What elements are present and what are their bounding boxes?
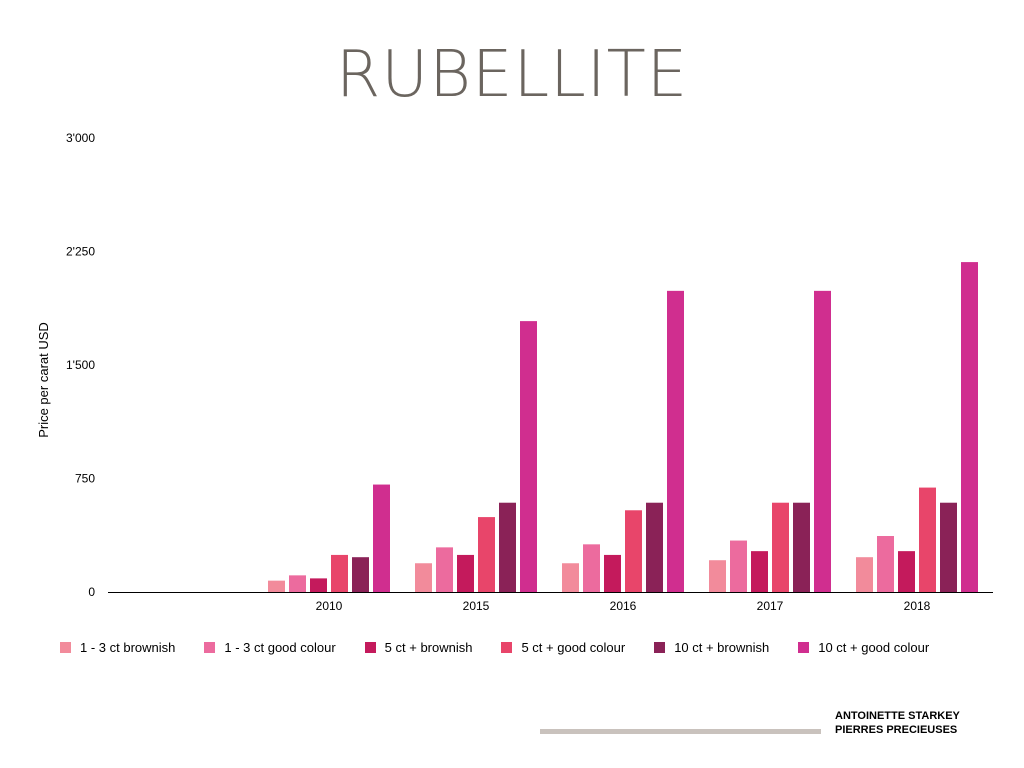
bar — [751, 551, 768, 592]
bar — [730, 540, 747, 592]
x-tick-label: 2018 — [904, 599, 931, 613]
bar — [415, 563, 432, 592]
bar — [961, 262, 978, 592]
bar — [583, 544, 600, 592]
bar — [478, 517, 495, 592]
bar — [940, 502, 957, 592]
bar — [667, 290, 684, 592]
bar — [268, 580, 285, 592]
bar — [772, 502, 789, 592]
legend-swatch — [364, 642, 376, 653]
bar — [709, 560, 726, 592]
bar — [520, 321, 537, 592]
bar — [604, 554, 621, 592]
bar — [310, 578, 327, 592]
y-tick-label: 3'000 — [66, 131, 95, 145]
legend-label: 10 ct + good colour — [818, 640, 930, 655]
legend-swatch — [798, 642, 810, 653]
bar — [289, 575, 306, 592]
bar — [877, 536, 894, 592]
bar — [919, 487, 936, 592]
x-tick-label: 2010 — [316, 599, 343, 613]
footer-brand-line2: PIERRES PRECIEUSES — [835, 724, 958, 736]
y-tick-label: 750 — [75, 472, 95, 486]
bar — [562, 563, 579, 592]
bar — [793, 502, 810, 592]
bar-chart: 0 750 1'500 2'250 3'000 Price per carat USD 20… — [36, 131, 993, 613]
legend-swatch — [204, 642, 216, 653]
legend-item: 1 - 3 ct brownish — [60, 640, 204, 655]
y-axis-label: Price per carat USD — [36, 322, 51, 438]
y-tick-label: 0 — [88, 585, 95, 599]
bar — [331, 554, 348, 592]
legend-item: 5 ct + brownish — [364, 640, 502, 655]
chart-legend: 1 - 3 ct brownish 1 - 3 ct good colour 5 c… — [60, 640, 958, 655]
legend-swatch — [60, 642, 71, 653]
bar — [352, 557, 369, 592]
legend-label: 5 ct + brownish — [384, 640, 473, 655]
chart-title: RUBELLITE — [335, 38, 689, 112]
bar — [436, 547, 453, 592]
legend-swatch — [654, 642, 666, 653]
x-tick-label: 2016 — [610, 599, 637, 613]
legend-label: 1 - 3 ct good colour — [224, 640, 336, 655]
y-tick-label: 1'500 — [66, 358, 95, 372]
legend-label: 1 - 3 ct brownish — [80, 640, 176, 655]
bar — [625, 510, 642, 592]
legend-item: 5 ct + good colour — [501, 640, 654, 655]
legend-item: 10 ct + brownish — [654, 640, 798, 655]
bar — [814, 290, 831, 592]
legend-label: 10 ct + brownish — [674, 640, 770, 655]
bar — [499, 502, 516, 592]
footer-brand-line1: ANTOINETTE STARKEY — [835, 710, 960, 722]
footer-divider — [540, 729, 821, 734]
legend-label: 5 ct + good colour — [521, 640, 626, 655]
bar — [457, 554, 474, 592]
y-tick-label: 2'250 — [66, 245, 95, 259]
legend-swatch — [501, 642, 513, 653]
x-tick-label: 2015 — [463, 599, 490, 613]
bar — [898, 551, 915, 592]
bar — [646, 502, 663, 592]
legend-item: 1 - 3 ct good colour — [204, 640, 364, 655]
legend-item: 10 ct + good colour — [798, 640, 958, 655]
footer-brand: ANTOINETTE STARKEY PIERRES PRECIEUSES — [835, 709, 960, 737]
x-tick-label: 2017 — [757, 599, 784, 613]
bar — [856, 557, 873, 592]
bar — [373, 484, 390, 592]
